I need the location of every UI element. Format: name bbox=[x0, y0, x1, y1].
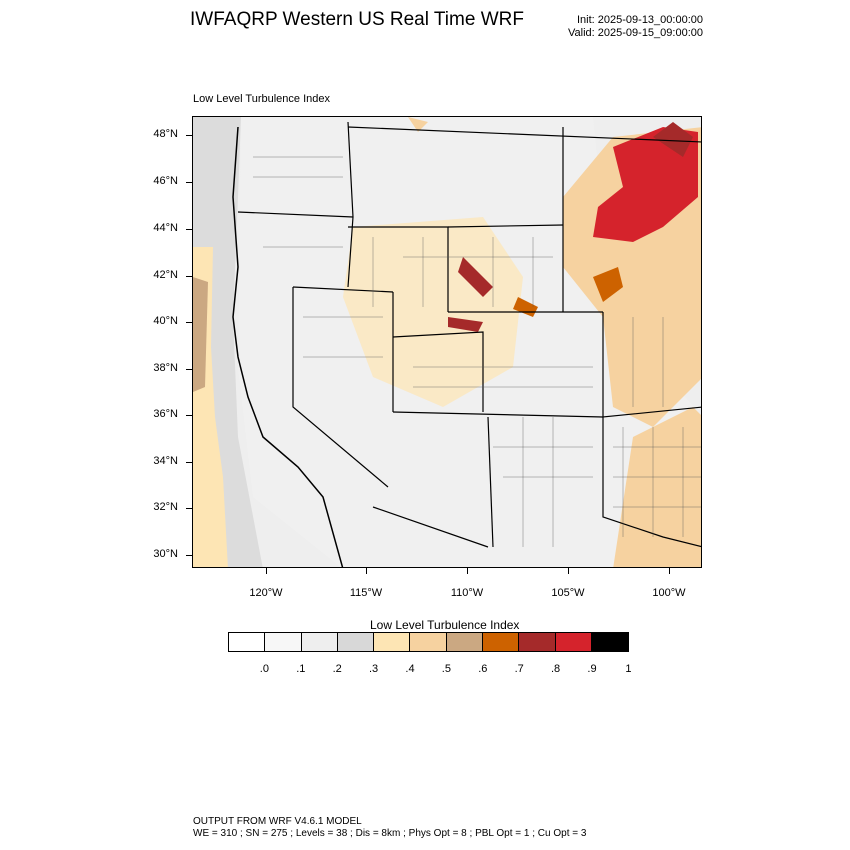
lat-label: 36°N bbox=[153, 408, 178, 420]
lat-label: 38°N bbox=[153, 362, 178, 374]
lon-tick bbox=[266, 568, 267, 574]
colorbar-label: .7 bbox=[514, 663, 524, 675]
lon-label: 120°W bbox=[249, 587, 283, 599]
run-info: Init: 2025-09-13_00:00:00 Valid: 2025-09… bbox=[568, 14, 703, 40]
colorbar-swatch bbox=[555, 633, 592, 651]
lon-label: 115°W bbox=[349, 587, 383, 599]
colorbar-label: .1 bbox=[296, 663, 306, 675]
lat-label: 32°N bbox=[153, 501, 178, 513]
colorbar-label: .4 bbox=[405, 663, 415, 675]
colorbar-label: .0 bbox=[259, 663, 269, 675]
lat-tick bbox=[186, 135, 192, 136]
lat-tick bbox=[186, 508, 192, 509]
model-footer: OUTPUT FROM WRF V4.6.1 MODEL WE = 310 ; … bbox=[193, 816, 586, 840]
colorbar bbox=[228, 632, 630, 652]
colorbar-swatch bbox=[265, 633, 302, 651]
lat-label: 48°N bbox=[153, 128, 178, 140]
lat-label: 30°N bbox=[153, 548, 178, 560]
lat-tick bbox=[186, 369, 192, 370]
lon-tick bbox=[568, 568, 569, 574]
colorbar-title: Low Level Turbulence Index bbox=[370, 618, 520, 632]
lon-tick bbox=[366, 568, 367, 574]
lat-tick bbox=[186, 182, 192, 183]
colorbar-swatch bbox=[410, 633, 447, 651]
lat-tick bbox=[186, 229, 192, 230]
lat-tick bbox=[186, 322, 192, 323]
colorbar-label: .5 bbox=[441, 663, 451, 675]
lat-label: 44°N bbox=[153, 222, 178, 234]
lon-label: 105°W bbox=[551, 587, 585, 599]
lat-label: 46°N bbox=[153, 175, 178, 187]
map-canvas bbox=[193, 117, 701, 567]
lon-tick bbox=[467, 568, 468, 574]
lat-tick bbox=[186, 415, 192, 416]
footer-model: OUTPUT FROM WRF V4.6.1 MODEL bbox=[193, 816, 362, 827]
colorbar-swatch bbox=[446, 633, 484, 651]
lon-tick bbox=[669, 568, 670, 574]
colorbar-label: .3 bbox=[369, 663, 379, 675]
colorbar-swatch bbox=[337, 633, 375, 651]
colorbar-swatch bbox=[229, 633, 266, 651]
colorbar-label: .2 bbox=[332, 663, 342, 675]
colorbar-label: 1 bbox=[625, 663, 632, 675]
lat-label: 42°N bbox=[153, 269, 178, 281]
lat-label: 34°N bbox=[153, 455, 178, 467]
plot-title: IWFAQRP Western US Real Time WRF bbox=[190, 9, 524, 30]
lon-label: 110°W bbox=[450, 587, 484, 599]
colorbar-swatch bbox=[301, 633, 338, 651]
colorbar-swatch bbox=[483, 633, 520, 651]
map-panel bbox=[192, 116, 702, 568]
field-subtitle: Low Level Turbulence Index bbox=[193, 93, 330, 105]
colorbar-label: .8 bbox=[551, 663, 561, 675]
colorbar-swatch bbox=[519, 633, 556, 651]
colorbar-swatch bbox=[591, 633, 629, 651]
lat-tick bbox=[186, 276, 192, 277]
lat-label: 40°N bbox=[153, 315, 178, 327]
lat-tick bbox=[186, 555, 192, 556]
lon-label: 100°W bbox=[652, 587, 686, 599]
colorbar-label: .6 bbox=[478, 663, 488, 675]
colorbar-swatch bbox=[374, 633, 411, 651]
init-time: Init: 2025-09-13_00:00:00 bbox=[577, 14, 703, 26]
colorbar-label: .9 bbox=[587, 663, 597, 675]
lat-tick bbox=[186, 462, 192, 463]
valid-time: Valid: 2025-09-15_09:00:00 bbox=[568, 27, 703, 39]
footer-params: WE = 310 ; SN = 275 ; Levels = 38 ; Dis … bbox=[193, 828, 587, 839]
